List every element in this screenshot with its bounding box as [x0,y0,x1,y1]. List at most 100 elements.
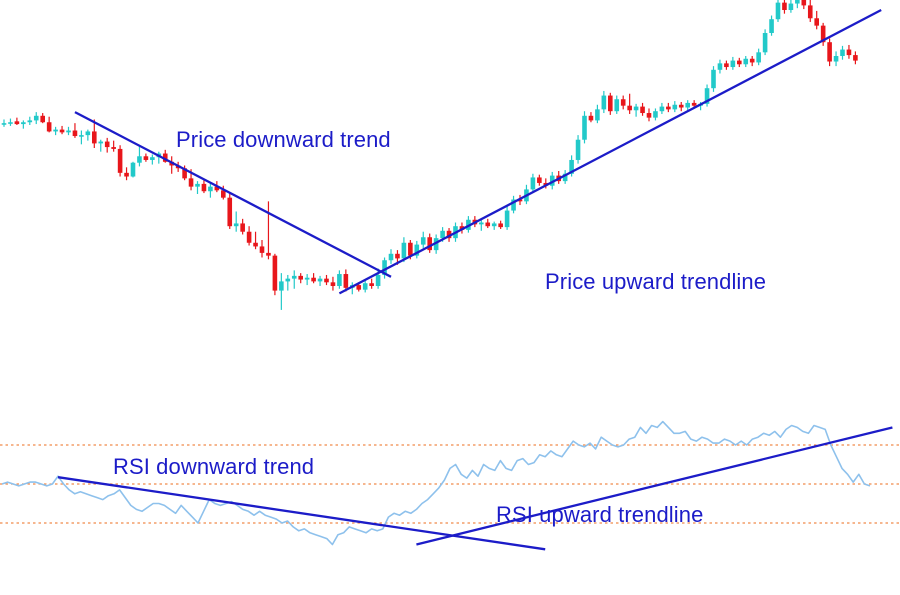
candle-body [601,95,607,110]
candle-body [27,120,33,123]
candle-body [233,223,239,227]
candle [40,113,45,124]
candle [195,181,200,194]
candle-body [853,55,858,61]
candle [627,93,632,114]
candle [388,249,394,264]
candle-body [769,19,774,33]
candle-body [678,104,684,108]
candle [324,274,329,286]
candle [79,130,84,145]
candle [608,92,613,115]
candle-body [188,178,194,187]
candle [369,278,374,289]
candle [640,102,645,116]
candle [1,119,7,127]
candle [117,145,123,177]
candle [795,0,800,9]
candle-body [137,156,142,163]
candle [401,237,407,263]
candle-body [150,157,155,160]
candle [479,219,484,231]
candle-body [253,242,258,247]
candle [72,123,78,138]
candle [614,95,620,114]
candle-body [762,33,768,53]
candle-body [498,223,503,228]
candle [672,101,678,113]
candle [588,112,594,123]
candle [221,185,226,200]
candle [343,269,349,292]
candle-body [575,139,581,160]
candle-body [343,274,349,288]
candle-body [14,121,20,125]
candle-body [291,275,297,279]
candle-body [401,242,407,259]
candle [582,111,587,144]
candle [678,102,684,112]
candle-body [833,56,839,62]
candle [485,218,491,229]
candle-body [711,69,716,89]
candle-body [337,274,342,286]
candle-body [420,237,426,245]
candle [53,126,58,136]
candle [801,0,807,10]
candle [233,211,239,232]
candle-body [517,199,523,202]
candle [749,56,755,67]
candle-body [749,58,755,63]
candle [85,129,91,141]
candle-body [782,2,787,10]
candle-body [46,122,52,132]
candle [143,153,149,162]
candle [420,231,426,249]
candle-body [685,102,690,108]
candle-body [704,88,710,104]
candle-body [737,60,742,65]
candle-body [208,186,213,192]
candle [21,120,26,129]
candle-body [382,260,387,275]
candle-body [595,109,600,121]
candle [807,0,813,22]
candle [208,182,213,198]
candle-body [633,106,639,111]
candle [433,234,439,254]
candle-body [491,223,497,227]
candle-body [201,183,207,192]
candle-body [788,3,794,10]
candle-body [582,115,587,140]
candle-body [33,115,39,121]
candle-body [124,172,129,177]
candle-body [285,278,291,282]
candle [169,156,174,174]
candle-body [627,105,632,111]
candle [666,102,671,113]
candle-body [59,129,65,133]
price-upward-trendline-label: Price upward trendline [545,269,767,294]
candle-body [717,63,723,70]
candle [33,112,39,125]
candle-body [369,283,374,286]
candle-body [395,253,400,259]
candle [104,137,110,153]
candle-body [21,122,26,125]
candle-body [408,242,413,256]
candle [846,44,852,59]
trendlines [57,8,893,551]
candle-body [840,49,845,56]
candle [775,0,781,22]
candle-body [427,237,432,251]
candle [743,56,749,68]
candle [595,104,600,124]
candle-body [85,131,91,136]
candle [730,56,736,70]
candle-body [143,156,149,160]
candle-body [646,113,652,118]
candle-body [614,99,620,112]
price-candles [1,0,858,310]
candle [246,226,252,246]
